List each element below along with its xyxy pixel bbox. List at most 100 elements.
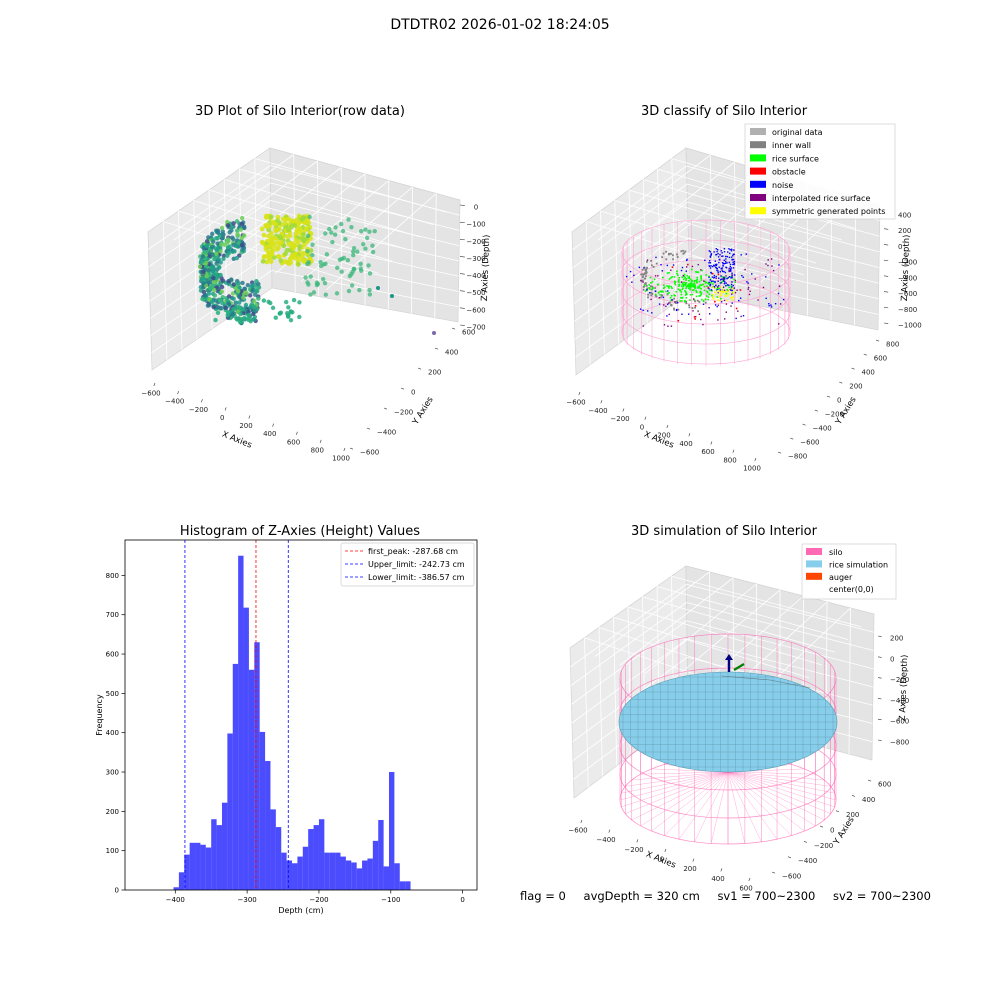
legend-entry: noise xyxy=(772,181,793,190)
legend-entry: interpolated rice surface xyxy=(772,194,870,203)
legend-entry: Lower_limit: -386.57 cm xyxy=(368,573,465,582)
histogram-bar xyxy=(184,854,190,890)
histogram-bar xyxy=(308,829,314,890)
tick-label: 800 xyxy=(311,446,324,454)
tick-label: 200 xyxy=(890,635,903,643)
tick-label: 200 xyxy=(428,369,441,377)
histogram-bar xyxy=(281,852,287,890)
axis-label: X Axies xyxy=(644,850,677,871)
legend-swatch xyxy=(806,548,822,555)
tick-label: −400 xyxy=(596,836,615,844)
tick-label: 0 xyxy=(830,827,834,835)
histogram-bars xyxy=(173,555,411,890)
tick-label: −600 xyxy=(782,873,801,881)
histogram-bar xyxy=(372,840,379,890)
tick-label: 600 xyxy=(878,781,891,789)
tick-label: 400 xyxy=(263,430,276,438)
auger-marker xyxy=(725,654,745,672)
avg-depth-readout: avgDepth = 320 cm xyxy=(583,889,700,903)
tick-label: 400 xyxy=(898,212,911,220)
axis-label: Y Axies xyxy=(831,815,857,848)
tick-label: 1000 xyxy=(332,455,350,463)
plot-frame xyxy=(124,539,478,891)
axis-label: Z Axies (Depth) xyxy=(900,234,912,301)
axis-label: Z Axies (Depth) xyxy=(898,654,910,721)
histogram-bar xyxy=(378,820,384,890)
tick-label: −600 xyxy=(566,399,585,407)
simulation-legend: silo rice simulation auger center(0,0) xyxy=(801,543,897,600)
tick-label: 1000 xyxy=(743,465,761,473)
y-tick-label: 600 xyxy=(106,651,119,659)
tick-label: −500 xyxy=(466,289,485,297)
tick-label: −600 xyxy=(898,290,917,298)
tick-label: 600 xyxy=(739,885,752,893)
legend-swatch xyxy=(750,154,766,162)
simulation-plot-title: 3D simulation of Silo Interior xyxy=(631,524,817,539)
y-tick-label: 800 xyxy=(106,572,119,580)
histogram-bar xyxy=(399,881,406,890)
legend-swatch xyxy=(750,128,766,135)
histogram-bar xyxy=(254,642,260,890)
x-tick-label: −300 xyxy=(238,896,257,904)
y-tick-label: 200 xyxy=(106,808,119,816)
tick-label: 600 xyxy=(462,329,475,337)
y-tick-label: 300 xyxy=(106,769,119,777)
silo-wireframe xyxy=(621,219,791,366)
histogram-bar xyxy=(405,881,411,890)
histogram-bar xyxy=(383,866,389,890)
tick-label: −400 xyxy=(890,697,909,705)
tick-label: −600 xyxy=(568,827,587,835)
simulation-3d-plot: −600−400−2000200400600−600−400−200020040… xyxy=(568,543,910,893)
tick-label: 200 xyxy=(846,811,859,819)
tick-label: −800 xyxy=(788,453,807,461)
raw-3d-plot: −600 −400 −200 0 200 400 600 800 1000 −600 −400 −20… xyxy=(141,147,492,463)
tick-label: −400 xyxy=(377,429,396,437)
legend-entry: rice surface xyxy=(772,154,819,163)
tick-label: −600 xyxy=(360,449,379,457)
tick-label: 200 xyxy=(657,432,670,440)
y-tick-label: 0 xyxy=(115,887,119,895)
tick-label: −200 xyxy=(624,846,643,854)
x-tick-label: −400 xyxy=(166,896,185,904)
histogram-bar xyxy=(389,772,395,890)
tick-label: −200 xyxy=(610,415,629,423)
legend-entry: auger xyxy=(829,573,853,582)
histogram-bar xyxy=(318,819,325,890)
legend-entry: rice simulation xyxy=(829,560,888,569)
tick-label: −200 xyxy=(890,676,909,684)
tick-label: 600 xyxy=(874,355,887,363)
tick-label: −200 xyxy=(825,411,844,419)
tick-label: 200 xyxy=(239,422,252,430)
histogram-bar xyxy=(292,863,298,890)
x-tick-label: −100 xyxy=(381,896,400,904)
legend-swatch xyxy=(750,167,766,175)
histogram-bar xyxy=(313,825,319,890)
silo-wireframe xyxy=(619,633,837,845)
classify-legend: original data inner wall rice surface obsta… xyxy=(744,123,896,220)
sv2-readout: sv2 = 700~2300 xyxy=(833,889,931,903)
histogram-bar xyxy=(340,856,346,890)
histogram-bar xyxy=(238,555,244,890)
legend-swatch xyxy=(806,560,822,568)
tick-label: 0 xyxy=(220,414,224,422)
histogram-bar xyxy=(329,852,336,890)
tick-label: 400 xyxy=(862,796,875,804)
histogram-bar xyxy=(265,761,271,890)
tick-label: −300 xyxy=(466,255,485,263)
histogram-bar xyxy=(178,872,185,890)
histogram-bar xyxy=(195,842,201,890)
x-axis-label: Depth (cm) xyxy=(278,906,323,915)
tick-label: −600 xyxy=(800,439,819,447)
flag-readout: flag = 0 xyxy=(520,889,566,903)
tick-label: −400 xyxy=(588,407,607,415)
histogram-bar xyxy=(275,827,282,890)
tick-label: −400 xyxy=(798,857,817,865)
legend-swatch xyxy=(750,194,766,201)
histogram-bar xyxy=(302,846,309,890)
histogram-bar xyxy=(232,663,239,890)
tick-label: −200 xyxy=(814,842,833,850)
tick-label: −600 xyxy=(466,306,485,314)
axis-label: Y Axies xyxy=(410,395,436,428)
y-axis-label: Frequency xyxy=(95,694,104,736)
tick-label: 800 xyxy=(886,341,899,349)
